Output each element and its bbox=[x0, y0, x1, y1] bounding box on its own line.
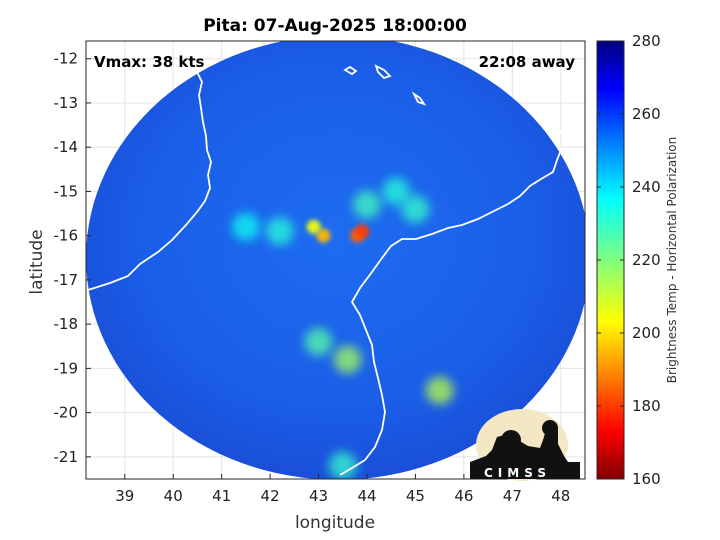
y-tick-label: -18 bbox=[54, 315, 79, 333]
y-axis-label: latitude bbox=[27, 229, 47, 294]
y-tick-label: -16 bbox=[54, 227, 79, 245]
coastline bbox=[87, 41, 584, 476]
x-tick-label: 39 bbox=[115, 487, 134, 505]
x-tick-label: 43 bbox=[309, 487, 328, 505]
x-tick-label: 47 bbox=[503, 487, 522, 505]
convective-features bbox=[231, 177, 454, 479]
x-tick-label: 44 bbox=[357, 487, 376, 505]
x-axis: 39 40 41 42 43 44 45 46 47 48 bbox=[115, 474, 570, 505]
island-2 bbox=[374, 64, 392, 80]
y-tick-label: -14 bbox=[54, 138, 79, 156]
tb-feature bbox=[355, 224, 370, 239]
y-tick-label: -20 bbox=[54, 404, 79, 422]
y-tick-label: -13 bbox=[54, 94, 79, 112]
x-tick-label: 48 bbox=[551, 487, 570, 505]
cimss-logo: CIMSS bbox=[470, 409, 580, 481]
y-tick-label: -15 bbox=[54, 182, 79, 200]
tb-feature bbox=[382, 177, 411, 206]
colorbar-tick-label: 200 bbox=[632, 324, 661, 342]
tb-feature bbox=[401, 195, 430, 224]
tb-feature bbox=[304, 327, 333, 356]
island-3 bbox=[411, 91, 427, 106]
colorbar: 160 180 200 220 240 260 280 Brightness Temp - … bbox=[596, 32, 679, 488]
logo-dome bbox=[501, 430, 521, 450]
colorbar-tick-label: 240 bbox=[632, 178, 661, 196]
colorbar-tick-label: 260 bbox=[632, 105, 661, 123]
colorbar-ticks: 160 180 200 220 240 260 280 bbox=[597, 32, 661, 488]
x-tick-label: 46 bbox=[454, 487, 473, 505]
colorbar-label: Brightness Temp - Horizontal Polarizatio… bbox=[665, 137, 679, 384]
x-axis-label: longitude bbox=[295, 513, 375, 533]
time-offset-annotation: 22:08 away bbox=[479, 53, 576, 71]
y-tick-label: -19 bbox=[54, 359, 79, 377]
tb-feature bbox=[306, 219, 321, 234]
tb-feature bbox=[231, 212, 260, 241]
x-tick-label: 40 bbox=[164, 487, 183, 505]
y-tick-label: -12 bbox=[54, 50, 79, 68]
tb-feature bbox=[333, 345, 362, 374]
x-tick-label: 41 bbox=[212, 487, 231, 505]
x-tick-label: 42 bbox=[261, 487, 280, 505]
logo-text: CIMSS bbox=[484, 466, 551, 480]
coastline-madagascar-west bbox=[339, 117, 584, 476]
island-1 bbox=[343, 65, 358, 76]
coastline-africa bbox=[87, 41, 212, 291]
logo-silhouette bbox=[470, 424, 580, 479]
y-axis: -12 -13 -14 -15 -16 -17 -18 -19 -20 -21 bbox=[54, 50, 91, 466]
colorbar-tick-label: 220 bbox=[632, 251, 661, 269]
tb-feature bbox=[352, 190, 381, 219]
tb-feature bbox=[328, 451, 357, 479]
tb-feature bbox=[265, 217, 294, 246]
tb-feature bbox=[316, 228, 331, 243]
colorbar-tick-label: 180 bbox=[632, 397, 661, 415]
colorbar-tick-label: 160 bbox=[632, 470, 661, 488]
y-tick-label: -21 bbox=[54, 448, 79, 466]
x-tick-label: 45 bbox=[406, 487, 425, 505]
vmax-annotation: Vmax: 38 kts bbox=[94, 53, 204, 71]
coastline-madagascar-east bbox=[571, 437, 584, 456]
colorbar-tick-label: 280 bbox=[632, 32, 661, 50]
plot-frame bbox=[85, 40, 586, 480]
colorbar-gradient bbox=[596, 40, 625, 480]
tb-feature bbox=[425, 376, 454, 405]
chart-title: Pita: 07-Aug-2025 18:00:00 bbox=[203, 16, 467, 36]
plot-area: 39 40 41 42 43 44 45 46 47 48 -12-13-14-15-16-17-… bbox=[54, 40, 586, 505]
y-tick-label: -17 bbox=[54, 271, 79, 289]
logo-tower-tank bbox=[542, 420, 558, 436]
swath-disk bbox=[86, 41, 585, 479]
